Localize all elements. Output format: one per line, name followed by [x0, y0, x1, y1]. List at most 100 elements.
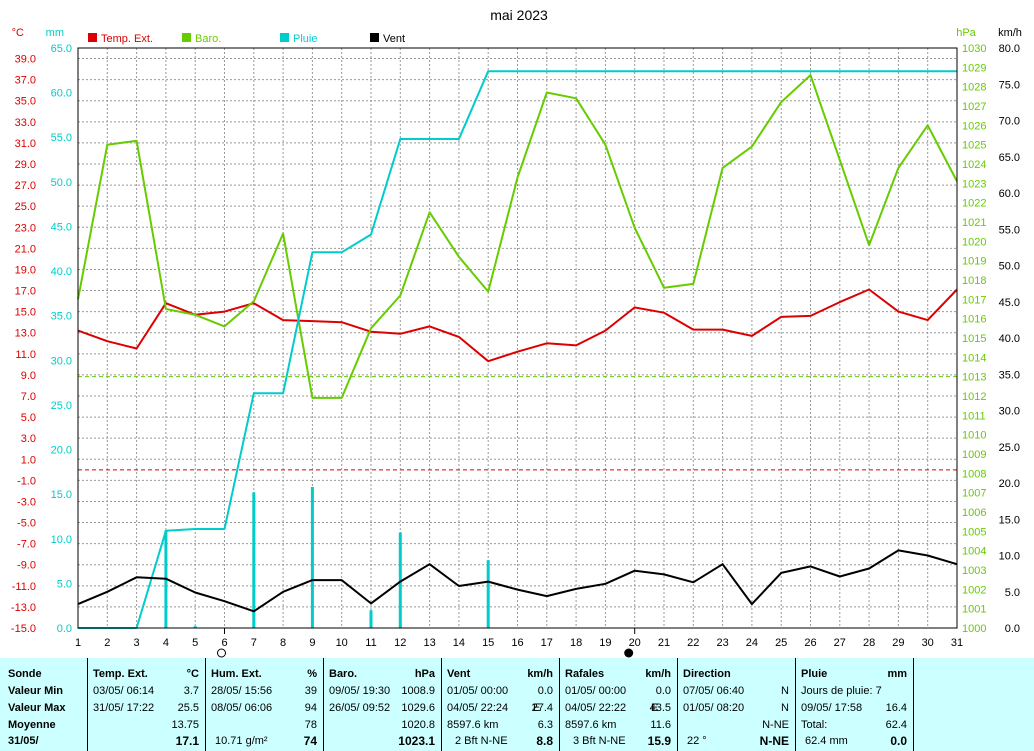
- baro-tick-label: 1022: [962, 198, 986, 210]
- pluie-max-value: 16.4: [885, 702, 907, 714]
- rain-tick-label: 30.0: [51, 355, 72, 367]
- plot-frame: [77, 47, 958, 629]
- rain-tick-label: 5.0: [57, 578, 72, 590]
- x-tick-label: 24: [746, 637, 758, 649]
- vent-max-value: 27.4: [531, 702, 553, 714]
- temp-mean: 13.75: [171, 719, 199, 731]
- vent-mean: 6.3: [537, 719, 553, 731]
- vent-max-date: 04/05/ 22:24: [447, 702, 509, 714]
- hum-min-value: 39: [304, 685, 317, 697]
- baro-tick-label: 1000: [962, 623, 986, 635]
- hum-absolute: 10.71 g/m²: [215, 735, 268, 747]
- temp-tick-label: 1.0: [21, 454, 36, 466]
- baro-tick-label: 1024: [962, 159, 986, 171]
- baro-tick-label: 1018: [962, 275, 986, 287]
- baro-tick-label: 1015: [962, 333, 986, 345]
- series-line-rain: [78, 70, 957, 629]
- rain-tick-label: 20.0: [51, 445, 72, 457]
- temp-tick-label: -5.0: [17, 518, 36, 530]
- rain-tick-label: 0.0: [57, 623, 72, 635]
- rafales-beaufort: 3 Bft N-NE: [573, 735, 626, 747]
- rafales-max-date: 04/05/ 22:22: [565, 702, 627, 714]
- direction-max-value: N: [781, 702, 789, 714]
- rain-daily-bar: [252, 492, 256, 628]
- baro-tick-label: 1014: [962, 352, 986, 364]
- wind-tick-label: 5.0: [1005, 587, 1020, 599]
- stats-col-temp: Temp. Ext. °C 03/05/ 06:14 3.7 31/05/ 17…: [88, 658, 206, 751]
- legend-label: Vent: [383, 33, 405, 45]
- wind-tick-label: 55.0: [999, 224, 1020, 236]
- baro-tick-label: 1005: [962, 526, 986, 538]
- temp-tick-label: 39.0: [15, 54, 36, 66]
- baro-unit: hPa: [414, 668, 435, 680]
- hum-min-date: 28/05/ 15:56: [211, 685, 273, 697]
- rafales-min-value: 0.0: [655, 685, 671, 697]
- temp-tick-label: 15.0: [15, 307, 36, 319]
- x-tick-label: 15: [482, 637, 494, 649]
- pluie-max-date: 09/05/ 17:58: [801, 702, 863, 714]
- rain-tick-label: 35.0: [51, 311, 72, 323]
- legend-label: Pluie: [293, 33, 317, 45]
- rain-tick-label: 45.0: [51, 221, 72, 233]
- pluie-rain-days: Jours de pluie: 7: [801, 685, 882, 697]
- temp-tick-label: 37.0: [15, 75, 36, 87]
- baro-max-date: 26/05/ 09:52: [329, 702, 391, 714]
- baro-tick-label: 1020: [962, 236, 986, 248]
- direction-min-date: 07/05/ 06:40: [683, 685, 745, 697]
- x-tick-label: 16: [511, 637, 523, 649]
- weather-chart: mai 2023 Temp. Ext. Baro. Pluie Vent -15.0-…: [11, 7, 1022, 658]
- x-tick-label: 5: [192, 637, 198, 649]
- row-label-current: 31/05/: [8, 735, 39, 747]
- sonde-header: Sonde: [8, 668, 42, 680]
- baro-unit-label: hPa: [956, 27, 976, 39]
- temp-header: Temp. Ext.: [93, 668, 148, 680]
- wind-tick-label: 75.0: [999, 79, 1020, 91]
- baro-tick-label: 1030: [962, 43, 986, 55]
- row-label-mean: Moyenne: [8, 719, 56, 731]
- rain-daily-bar: [486, 560, 490, 628]
- pluie-unit: mm: [887, 668, 907, 680]
- wind-tick-label: 10.0: [999, 551, 1020, 563]
- chart-axes: -15.0 -13.0 -11.0 -9.0 -7.0 -5.0 -3.0 -1.0 1.0 3.…: [11, 27, 1022, 658]
- x-tick-label: 26: [804, 637, 816, 649]
- direction-min-value: N: [781, 685, 789, 697]
- hum-mean: 78: [304, 719, 317, 731]
- baro-tick-label: 1004: [962, 546, 986, 558]
- temp-tick-label: 5.0: [21, 412, 36, 424]
- rain-daily-bar: [193, 626, 197, 628]
- stats-col-pluie: Pluie mm Jours de pluie: 7 09/05/ 17:58 …: [796, 658, 914, 751]
- baro-tick-label: 1006: [962, 507, 986, 519]
- x-tick-label: 8: [280, 637, 286, 649]
- x-tick-label: 19: [599, 637, 611, 649]
- temp-tick-label: -9.0: [17, 560, 36, 572]
- rafales-current: 15.9: [647, 734, 671, 748]
- wind-tick-label: 65.0: [999, 152, 1020, 164]
- rain-unit-label: mm: [46, 27, 64, 39]
- temp-tick-label: 21.0: [15, 243, 36, 255]
- stats-col-vent: Vent km/h 01/05/ 00:00 0.0 04/05/ 22:24 …: [442, 658, 560, 751]
- vent-beaufort: 2 Bft N-NE: [455, 735, 508, 747]
- rain-tick-label: 60.0: [51, 88, 72, 100]
- temp-tick-label: 35.0: [15, 96, 36, 108]
- temp-tick-label: -13.0: [11, 602, 36, 614]
- baro-current: 1023.1: [398, 734, 435, 748]
- rain-daily-bar: [369, 610, 373, 628]
- x-tick-label: 22: [687, 637, 699, 649]
- legend-label: Temp. Ext.: [101, 33, 153, 45]
- x-tick-label: 31: [951, 637, 963, 649]
- baro-tick-label: 1023: [962, 178, 986, 190]
- temp-unit-label: °C: [12, 27, 24, 39]
- wind-tick-label: 40.0: [999, 333, 1020, 345]
- temp-tick-label: 11.0: [15, 349, 36, 361]
- vent-min-date: 01/05/ 00:00: [447, 685, 509, 697]
- hum-header: Hum. Ext.: [211, 668, 262, 680]
- x-tick-label: 10: [336, 637, 348, 649]
- x-tick-label: 2: [104, 637, 110, 649]
- wind-tick-label: 60.0: [999, 188, 1020, 200]
- temp-tick-label: 31.0: [15, 138, 36, 150]
- chart-title: mai 2023: [490, 7, 548, 23]
- chart-legend: Temp. Ext. Baro. Pluie Vent: [88, 33, 405, 45]
- temp-tick-label: 13.0: [15, 328, 36, 340]
- stats-panel: Sonde Valeur Min Valeur Max Moyenne 31/0…: [0, 658, 1034, 751]
- rain-tick-label: 50.0: [51, 177, 72, 189]
